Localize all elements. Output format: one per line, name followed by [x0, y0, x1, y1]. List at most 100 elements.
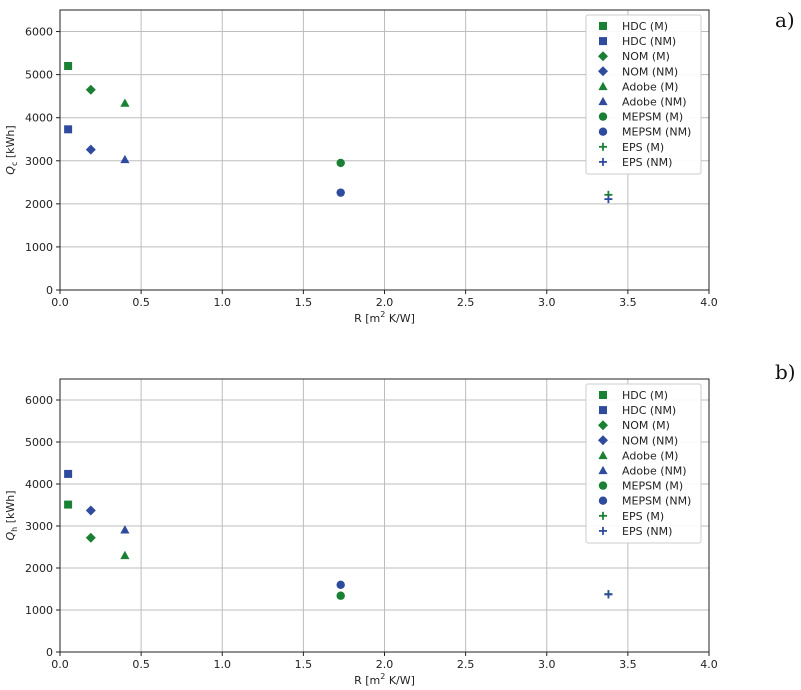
y-tick-label: 3000 [25, 520, 53, 533]
plot-frame [59, 378, 710, 653]
y-axis-label-main: Q [4, 166, 17, 175]
y-tick-label: 4000 [25, 478, 53, 491]
legend-item: HDC (M) [599, 389, 668, 402]
x-tick-label: 2.5 [457, 658, 475, 671]
y-axis-label: Qc [kWh] [4, 125, 19, 174]
legend-item: EPS (NM) [599, 525, 672, 538]
y-tick-label: 0 [46, 646, 53, 659]
x-tick-label: 1.0 [214, 296, 232, 309]
plot-frame [59, 9, 710, 291]
legend-marker [599, 391, 607, 399]
x-tick-label: 0.0 [51, 658, 69, 671]
legend-label: Adobe (NM) [622, 96, 687, 109]
y-tick-label: 3000 [25, 155, 53, 168]
legend-item: MEPSM (NM) [598, 495, 691, 508]
y-axis-label-sub: h [10, 527, 19, 532]
x-tick-label: 1.5 [295, 296, 313, 309]
data-point [85, 505, 96, 516]
panel-label: a) [775, 8, 795, 32]
legend-item: HDC (M) [599, 20, 668, 33]
data-point [85, 144, 96, 155]
y-tick-label: 5000 [25, 436, 53, 449]
legend-marker [598, 435, 608, 446]
data-point [120, 550, 130, 560]
x-tick-label: 0.0 [51, 296, 69, 309]
y-axis-label-sub: c [10, 162, 19, 166]
data-point [120, 154, 130, 164]
data-point [604, 195, 613, 204]
legend-marker [599, 157, 607, 166]
y-tick-label: 1000 [25, 241, 53, 254]
legend-marker [598, 496, 608, 505]
legend-box [585, 383, 702, 544]
x-tick-label: 1.0 [214, 658, 232, 671]
y-tick-label: 2000 [25, 562, 53, 575]
legend-box [585, 14, 702, 175]
y-axis-label-main: Q [4, 532, 17, 541]
legend-label: NOM (NM) [622, 65, 678, 78]
y-tick-label: 4000 [25, 112, 53, 125]
legend-marker [599, 511, 607, 520]
legend-item: Adobe (M) [598, 80, 678, 93]
legend-marker [598, 112, 608, 121]
x-axis-label-main: R [m [354, 674, 380, 687]
x-axis-label-sup: 2 [380, 672, 385, 681]
legend-label: EPS (NM) [622, 156, 672, 169]
legend-marker [599, 37, 607, 46]
y-axis-label-tail: [kWh] [4, 490, 17, 526]
panel-b: 0.0 0.5 1.0 1.5 2.0 2.5 3.0 3.5 4.0 0 1000 2000 3000… [4, 360, 796, 687]
x-axis-label-main: R [m [354, 312, 380, 325]
legend-marker [598, 127, 608, 136]
legend-item: HDC (NM) [599, 404, 676, 417]
y-axis-label-tail: [kWh] [4, 125, 17, 161]
data-point [336, 580, 345, 589]
legend-item: NOM (M) [598, 419, 670, 432]
panel-label: b) [775, 360, 796, 384]
data-point [64, 125, 73, 134]
legend-marker [599, 142, 607, 151]
legend-marker [598, 481, 608, 490]
legend-item: Adobe (NM) [598, 465, 687, 478]
legend: HDC (M) HDC (NM) NOM (M) NOM (NM) Adobe (M) A… [585, 14, 702, 175]
legend-marker [598, 420, 608, 431]
legend-label: EPS (M) [622, 141, 664, 154]
x-axis-label-tail: K/W] [385, 674, 415, 687]
x-axis-label-sup: 2 [380, 310, 385, 319]
legend-label: MEPSM (M) [622, 480, 683, 493]
data-point [604, 590, 613, 599]
legend-label: NOM (M) [622, 419, 670, 432]
y-tick-label: 6000 [25, 26, 53, 39]
x-axis-label: R [m2 K/W] [354, 310, 415, 325]
legend: HDC (M) HDC (NM) NOM (M) NOM (NM) Adobe (M) A… [585, 383, 702, 544]
data-point [120, 98, 130, 107]
legend-label: Adobe (NM) [622, 465, 687, 478]
legend-marker [599, 406, 607, 415]
data-point [64, 500, 73, 509]
legend-item: MEPSM (M) [598, 111, 683, 124]
legend-label: HDC (M) [622, 389, 668, 402]
legend-marker [598, 66, 608, 77]
data-point [336, 158, 345, 168]
legend-item: HDC (NM) [599, 35, 676, 48]
x-tick-label: 3.5 [619, 658, 637, 671]
legend-label: EPS (NM) [622, 525, 672, 538]
legend-item: EPS (M) [599, 510, 664, 523]
x-tick-label: 2.5 [457, 296, 475, 309]
legend-label: MEPSM (NM) [622, 126, 691, 139]
legend-label: Adobe (M) [622, 449, 678, 462]
x-axis-label: R [m2 K/W] [354, 672, 415, 687]
y-tick-label: 5000 [25, 69, 53, 82]
x-tick-label: 0.5 [132, 296, 150, 309]
legend-label: MEPSM (M) [622, 111, 683, 124]
data-point [120, 525, 130, 534]
legend-label: NOM (NM) [622, 434, 678, 447]
legend-label: MEPSM (NM) [622, 495, 691, 508]
y-tick-label: 6000 [25, 394, 53, 407]
x-tick-label: 4.0 [700, 658, 718, 671]
data-point [85, 84, 96, 95]
legend-label: Adobe (M) [622, 80, 678, 93]
legend-item: NOM (M) [598, 50, 670, 63]
data-point [336, 188, 345, 197]
x-tick-label: 3.0 [538, 658, 556, 671]
